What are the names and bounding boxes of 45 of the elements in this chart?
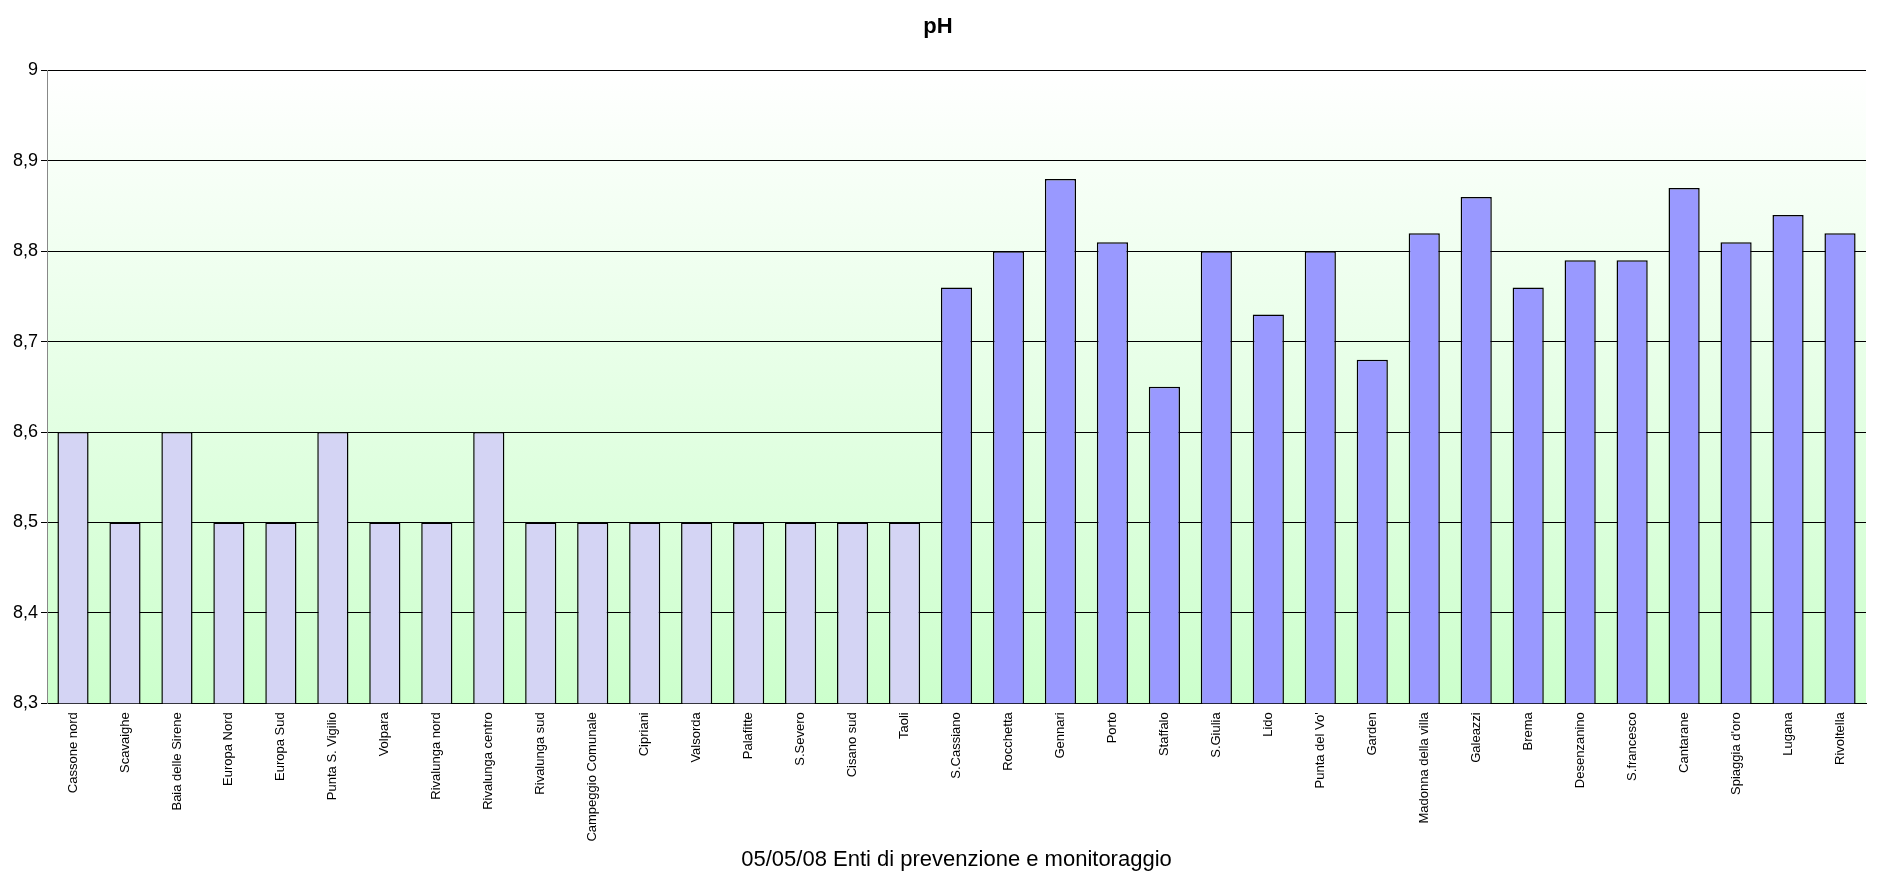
x-tick-label: S.Severo [792, 712, 808, 766]
x-tick-label: Cisano sud [844, 712, 860, 778]
x-tick-label: Gennari [1052, 712, 1068, 759]
y-tick-label: 8,7 [12, 330, 39, 351]
y-tick-label: 8,3 [12, 692, 39, 713]
x-tick-label: Brema [1519, 711, 1535, 751]
x-tick-label: Lugana [1779, 711, 1795, 756]
x-tick-label: Rivoltella [1831, 711, 1847, 765]
x-tick-label: Europa Nord [220, 712, 236, 786]
x-tick-label: Spiaggia d'oro [1727, 712, 1743, 795]
x-tick-label: Scavaighe [116, 712, 132, 773]
x-tick-label: Garden [1363, 712, 1379, 756]
x-tick-label: S.francesco [1623, 712, 1639, 781]
y-tick-label: 9 [28, 59, 39, 80]
x-tick-label: Taoli [896, 712, 912, 739]
x-tick-label: Rivalunga nord [428, 712, 444, 800]
y-tick-label: 8,8 [12, 240, 39, 261]
x-tick-label: Campeggio Comunale [584, 712, 600, 842]
y-tick-label: 8,9 [12, 149, 39, 170]
x-tick-label: Rivalunga sud [532, 712, 548, 795]
x-tick-label: S.Giulia [1207, 711, 1223, 758]
x-tick-label: Baia delle Sirene [168, 712, 184, 811]
x-axis-title: 05/05/08 Enti di prevenzione e monitoraggio [741, 845, 1172, 871]
x-tick-label: Valsorda [688, 711, 704, 763]
x-tick-label: Staffalo [1155, 712, 1171, 757]
y-tick-label: 8,6 [12, 421, 39, 441]
x-tick-label: Punta S. Vigilio [324, 712, 340, 801]
x-tick-label: Punta del Vo' [1311, 712, 1327, 789]
chart-title: pH [923, 13, 953, 39]
x-tick-label: Desenzanino [1571, 712, 1587, 789]
x-tick-label: Europa Sud [272, 712, 288, 781]
x-tick-label: Rocchetta [1000, 711, 1016, 771]
x-tick-label: Volpara [376, 711, 392, 757]
x-tick-label: Madonna della villa [1415, 711, 1431, 824]
x-tick-label: Rivalunga centro [480, 712, 496, 810]
x-tick-label: Cantarane [1675, 712, 1691, 773]
x-tick-label: Cipriani [636, 712, 652, 757]
x-tick-label: S.Cassiano [948, 712, 964, 779]
y-tick-label: 8,5 [12, 511, 39, 532]
x-tick-label: Cassone nord [64, 712, 80, 794]
x-tick-label: Palafitte [740, 712, 756, 760]
x-tick-label: Galeazzi [1467, 712, 1483, 763]
x-tick-label: Porto [1104, 712, 1119, 744]
x-tick-label: Lido [1259, 712, 1275, 737]
y-tick-label: 8,4 [12, 601, 39, 622]
